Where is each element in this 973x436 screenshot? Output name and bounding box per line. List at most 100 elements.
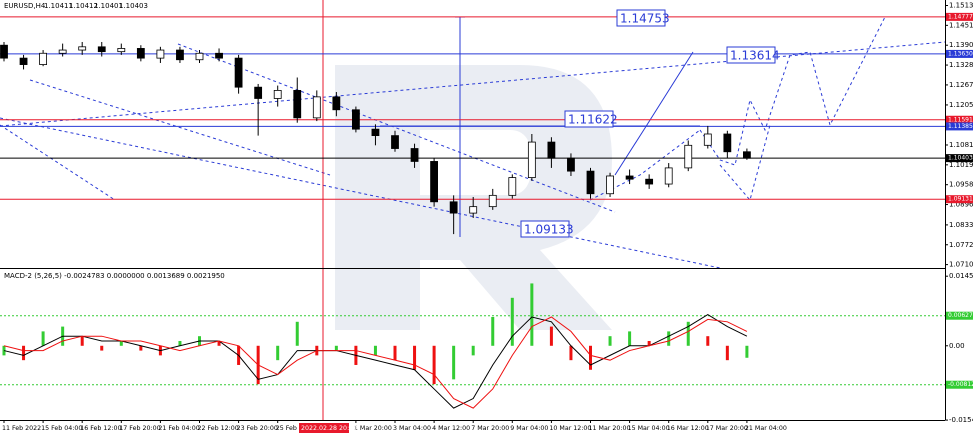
candle-body <box>743 151 751 159</box>
macd-bar <box>589 345 592 370</box>
x-tick-label: 22 Feb 12:00 <box>198 425 239 432</box>
candle-body <box>234 57 243 88</box>
y-tick-label: 1.12050 <box>949 101 973 109</box>
macd-bar <box>432 345 436 385</box>
x-tick-label: 3 Mar 04:00 <box>393 425 431 432</box>
candle-body <box>703 133 712 146</box>
macd-bar <box>491 317 495 346</box>
candle-body <box>156 49 165 59</box>
x-tick-label: 23 Feb 20:00 <box>237 425 278 432</box>
candle-body <box>78 46 87 51</box>
macd-bar <box>569 345 573 361</box>
y-tick-label: 1.12670 <box>949 81 973 89</box>
candle-body <box>527 141 536 178</box>
y-tick-label: 0.0145082 <box>949 272 973 280</box>
candle-body <box>469 206 478 214</box>
candle-body <box>371 128 380 137</box>
macd-bar <box>41 331 45 346</box>
level-label-box <box>946 12 973 21</box>
macd-bar <box>393 345 397 361</box>
x-tick-label: 16 Mar 12:00 <box>667 425 709 432</box>
level-label-box <box>946 122 973 131</box>
macd-bar <box>725 345 729 361</box>
macd-bar <box>452 345 456 380</box>
candle-body <box>586 170 595 195</box>
macd-bar <box>217 340 221 346</box>
candle-body <box>332 96 341 111</box>
level-label-box <box>946 154 973 163</box>
annotation: 1.09133 <box>524 223 574 237</box>
header-value: 1.10403 <box>119 2 148 10</box>
level-label-box <box>946 195 973 204</box>
x-tick-label: 11 Feb 2022 <box>2 425 41 432</box>
macd-bar <box>647 340 651 346</box>
macd-bar <box>276 345 280 361</box>
y-tick-label: 1.15130 <box>949 1 973 9</box>
macd-bar <box>628 331 632 346</box>
candle-body <box>97 46 106 53</box>
macd-bar <box>139 345 143 351</box>
x-tick-label: 25 Feb 04:00 <box>276 425 317 432</box>
crosshair-label: 2022.02.28 20:00 <box>301 425 357 432</box>
y-tick-label: 1.14515 <box>949 21 973 29</box>
candle-body <box>547 141 556 159</box>
candle-body <box>176 49 184 61</box>
annotation-box <box>564 110 614 128</box>
macd-bar <box>100 345 104 351</box>
macd-bar <box>373 345 377 356</box>
candle-body <box>254 86 263 99</box>
candle-body <box>215 52 223 59</box>
x-tick-label: 9 Mar 04:00 <box>510 425 548 432</box>
x-tick-label: 16 Feb 12:00 <box>80 425 121 432</box>
macd-bar <box>119 340 123 346</box>
candle-body <box>117 48 126 53</box>
level-label-box <box>946 380 973 389</box>
level-label: -0.00812 <box>948 381 973 388</box>
x-tick-label: 21 Mar 04:00 <box>745 425 787 432</box>
y-tick-label: 1.13900 <box>949 41 973 49</box>
trend-lines <box>0 16 946 269</box>
macd-bar <box>549 326 553 346</box>
macd-bar <box>471 345 475 356</box>
candle-body <box>606 175 614 195</box>
candle-body <box>0 44 8 59</box>
macd-bar <box>22 345 26 361</box>
candle-body <box>195 52 204 61</box>
level-label-box <box>946 115 973 124</box>
candle-body <box>312 96 321 119</box>
y-tick-label: 0.00 <box>949 342 965 350</box>
crosshair-label-box <box>299 423 349 433</box>
annotation-box <box>616 9 666 27</box>
x-tick-label: 10 Mar 12:00 <box>549 425 591 432</box>
candle-body <box>645 178 654 185</box>
y-tick-label: -0.015492 <box>949 416 973 424</box>
level-label: 1.13630 <box>948 50 973 57</box>
macd-bar <box>686 321 690 346</box>
panel-title: MACD-2 (5,26,5) -0.0024783 0.0000000 0.0… <box>4 272 225 280</box>
header-value: 1.10412 <box>69 2 98 10</box>
y-tick-label: 1.13285 <box>949 61 973 69</box>
level-label: 1.10403 <box>948 155 973 162</box>
macd-bar <box>295 321 299 346</box>
candle-body <box>58 49 67 54</box>
chart-title: EURUSD,H4 <box>4 2 46 10</box>
level-label: 1.11385 <box>948 123 973 130</box>
candle-body <box>567 157 575 172</box>
macd-bar <box>510 297 514 346</box>
x-tick-label: 11 Mar 20:00 <box>589 425 631 432</box>
macd-line <box>3 316 748 409</box>
y-tick-label: 1.08335 <box>949 221 973 229</box>
y-tick-label: 1.07720 <box>949 241 973 249</box>
macd-bar <box>608 336 612 346</box>
macd-bar <box>80 336 84 346</box>
candle-body <box>410 148 419 162</box>
candle-body <box>508 177 517 196</box>
candle-body <box>351 109 360 130</box>
candle-body <box>391 135 399 149</box>
level-label: 0.00627 <box>948 312 973 319</box>
annotation: 1.13614 <box>730 49 780 63</box>
macd-bar <box>745 345 749 358</box>
